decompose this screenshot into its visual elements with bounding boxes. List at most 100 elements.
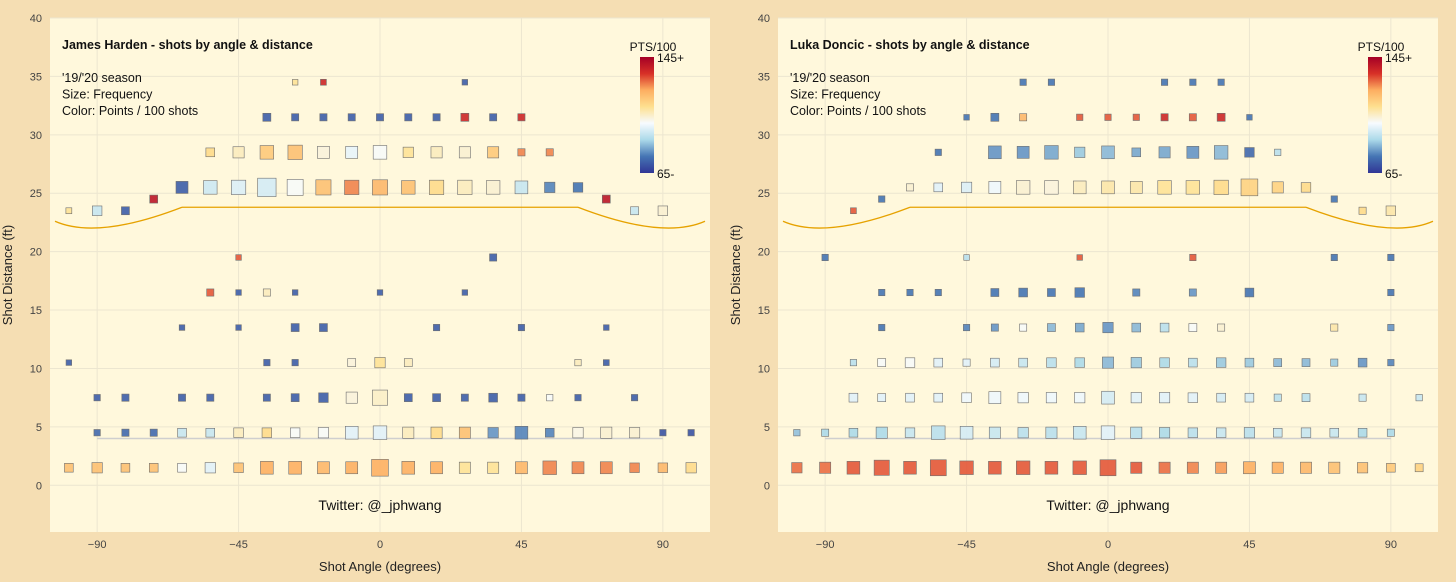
shot-marker — [1385, 205, 1396, 216]
y-tick-label: 20 — [30, 247, 42, 259]
shot-marker — [347, 113, 356, 122]
credit-text: Twitter: @_jphwang — [318, 497, 441, 513]
colorbar-max-label: 145+ — [1385, 51, 1412, 65]
shot-markers — [64, 78, 697, 477]
shot-marker — [1216, 392, 1226, 403]
shot-marker — [1159, 322, 1170, 333]
shot-marker — [461, 79, 468, 86]
shot-marker — [233, 462, 244, 473]
shot-marker — [517, 393, 526, 402]
shot-marker — [934, 148, 942, 156]
shot-marker — [1216, 112, 1226, 122]
shot-marker — [315, 179, 332, 196]
shot-marker — [404, 113, 413, 122]
chart-title: James Harden - shots by angle & distance — [62, 38, 313, 52]
shot-marker — [1300, 461, 1312, 474]
y-tick-label: 15 — [30, 305, 42, 317]
shot-marker — [432, 393, 441, 402]
shot-marker — [1076, 254, 1083, 261]
x-axis-title: Shot Angle (degrees) — [319, 559, 441, 574]
shot-marker — [629, 427, 641, 439]
shot-marker — [1100, 425, 1116, 440]
x-tick-label: 0 — [1105, 539, 1111, 551]
shot-marker — [489, 253, 498, 262]
shot-marker — [257, 177, 277, 197]
three-point-arc-right — [577, 206, 706, 229]
colorbar-max-label: 145+ — [657, 51, 684, 65]
shot-marker — [1130, 426, 1143, 439]
shot-marker — [64, 463, 74, 473]
shot-marker — [1019, 78, 1027, 86]
three-point-arc-right — [1305, 206, 1434, 229]
subtitle-line: Size: Frequency — [790, 88, 881, 102]
shot-marker — [403, 358, 413, 367]
shot-marker — [205, 428, 215, 438]
shot-marker — [1044, 461, 1059, 475]
shot-marker — [1045, 392, 1057, 404]
shot-marker — [317, 461, 330, 475]
shot-marker — [1101, 390, 1115, 405]
shot-marker — [514, 180, 529, 195]
shot-marker — [286, 179, 304, 196]
shot-marker — [458, 461, 471, 474]
shot-marker — [290, 427, 301, 438]
shot-markers — [791, 78, 1424, 477]
shot-marker — [93, 429, 101, 437]
shot-marker — [262, 393, 271, 402]
shot-marker — [1189, 78, 1197, 86]
shot-marker — [685, 462, 697, 474]
shot-marker — [601, 194, 611, 204]
shot-marker — [1047, 323, 1056, 332]
shot-marker — [91, 462, 103, 474]
shot-marker — [1129, 181, 1143, 194]
shot-marker — [906, 183, 914, 192]
shot-marker — [1187, 427, 1198, 438]
shot-marker — [1076, 113, 1084, 121]
shot-marker — [231, 179, 247, 195]
shot-marker — [317, 146, 330, 159]
shot-marker — [1328, 461, 1341, 474]
shot-marker — [65, 359, 72, 366]
shot-marker — [290, 323, 300, 332]
y-axis-title: Shot Distance (ft) — [728, 225, 743, 325]
shot-marker — [1074, 357, 1085, 368]
shot-marker — [177, 463, 187, 473]
shot-marker — [461, 289, 468, 296]
shot-marker — [546, 394, 554, 402]
shot-marker — [460, 393, 469, 402]
shot-marker — [1186, 146, 1200, 159]
shot-marker — [1016, 180, 1031, 195]
shot-marker — [545, 148, 554, 157]
shot-marker — [875, 426, 888, 439]
shot-marker — [206, 288, 215, 297]
shot-marker — [1214, 145, 1229, 160]
x-tick-label: −45 — [957, 539, 976, 551]
shot-marker — [959, 426, 974, 440]
shot-marker — [261, 427, 272, 438]
chart-doncic: −90 −45 0 45 90 0 5 10 15 20 25 30 35 40 Luka Doncic -… — [728, 13, 1438, 574]
shot-marker — [458, 146, 471, 159]
shot-marker — [1301, 393, 1311, 402]
x-tick-label: −90 — [88, 539, 107, 551]
shot-marker — [933, 357, 943, 368]
shot-marker — [515, 461, 528, 475]
shot-marker — [793, 429, 801, 437]
shot-marker — [317, 427, 329, 439]
shot-marker — [458, 426, 471, 439]
shot-marker — [1158, 146, 1171, 159]
shot-marker — [1240, 178, 1259, 197]
shot-marker — [959, 460, 974, 475]
shot-marker — [1159, 427, 1171, 439]
shot-marker — [1243, 461, 1256, 475]
shot-marker — [1244, 392, 1255, 403]
shot-marker — [430, 146, 443, 159]
shot-marker — [149, 428, 158, 437]
shot-marker — [259, 145, 274, 160]
shot-marker — [1387, 324, 1395, 332]
shot-marker — [961, 392, 972, 403]
shot-marker — [1216, 427, 1227, 438]
shot-marker — [1187, 392, 1198, 403]
three-point-arc-left — [782, 206, 911, 229]
shot-marker — [1044, 180, 1059, 195]
shot-marker — [429, 179, 445, 195]
